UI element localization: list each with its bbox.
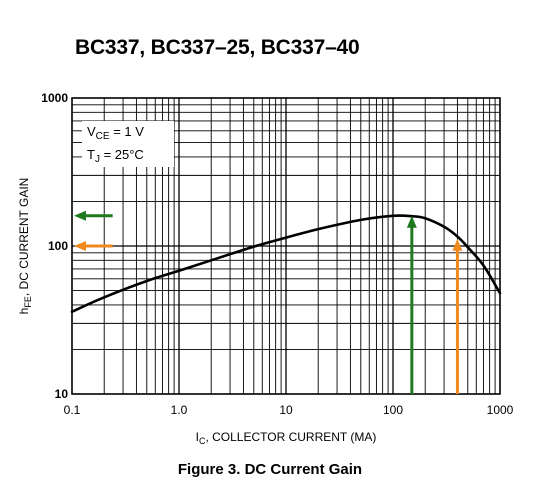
tj-condition: TJ = 25°C [87,147,144,165]
arrow-head [406,215,417,228]
conditions-box [82,121,174,167]
y-tick-labels: 10 100 1000 [41,91,68,401]
arrow-head [74,210,86,221]
x-tick-label: 100 [383,403,403,417]
grid-lines [72,98,500,394]
y-tick-label: 10 [55,387,69,401]
x-tick-labels: 0.1 1.0 10 100 1000 [64,403,514,417]
x-axis-label: IC, COLLECTOR CURRENT (MA) [196,430,377,446]
highlight-arrows [74,210,463,394]
x-tick-label: 1.0 [171,403,188,417]
page-title: BC337, BC337–25, BC337–40 [75,36,360,59]
x-tick-label: 0.1 [64,403,81,417]
plot-frame [71,97,501,395]
figure-caption: Figure 3. DC Current Gain [177,461,363,478]
vce-condition: VCE = 1 V [87,124,144,142]
arrow-head [452,238,463,251]
hfe-curve [70,214,502,313]
y-tick-label: 100 [48,239,68,253]
x-tick-label: 10 [279,403,293,417]
arrow-head [74,241,86,251]
y-axis-label: hFE, DC CURRENT GAIN [17,178,33,315]
y-tick-label: 1000 [41,91,68,105]
x-tick-label: 1000 [487,403,514,417]
